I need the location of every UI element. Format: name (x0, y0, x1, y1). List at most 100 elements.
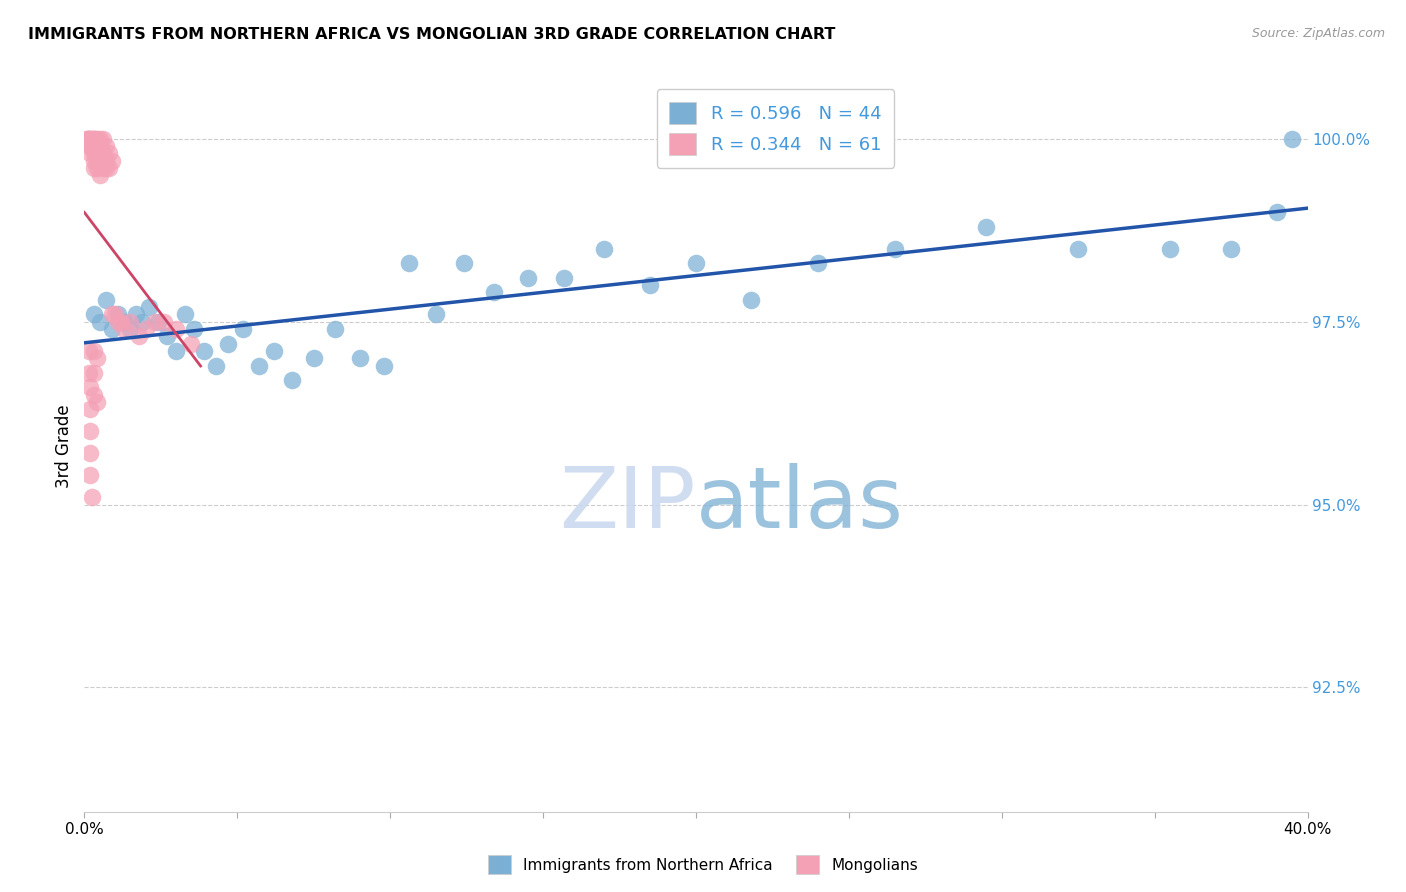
Point (101, 307, 124, 321)
Point (97, 161, 120, 175)
Point (76, 132, 98, 146)
Point (94, 161, 117, 175)
Point (1281, 132, 1303, 146)
Point (101, 322, 124, 336)
Point (84, 132, 107, 146)
Point (79, 132, 101, 146)
Point (83, 146, 105, 161)
Point (138, 300, 160, 314)
Point (553, 270, 575, 285)
Point (153, 315, 176, 329)
Point (77, 366, 100, 380)
Point (638, 278, 661, 293)
Point (247, 359, 270, 373)
Point (79, 446, 101, 460)
Point (89, 132, 111, 146)
Point (80, 132, 103, 146)
Point (807, 256, 830, 270)
Point (91, 161, 114, 175)
Point (1220, 242, 1243, 256)
Point (425, 307, 447, 321)
Point (112, 315, 135, 329)
Point (131, 315, 153, 329)
Text: Source: ZipAtlas.com: Source: ZipAtlas.com (1251, 27, 1385, 40)
Point (77, 343, 100, 358)
Point (86, 132, 108, 146)
Point (91, 146, 114, 161)
Point (79, 402, 101, 417)
Point (263, 343, 285, 358)
Point (107, 307, 129, 321)
Point (89, 315, 111, 329)
Point (1159, 242, 1181, 256)
Point (156, 329, 179, 343)
Point (110, 315, 132, 329)
Point (79, 139, 101, 153)
Point (302, 351, 325, 366)
Point (86, 146, 108, 161)
Point (83, 366, 105, 380)
Text: IMMIGRANTS FROM NORTHERN AFRICA VS MONGOLIAN 3RD GRADE CORRELATION CHART: IMMIGRANTS FROM NORTHERN AFRICA VS MONGO… (28, 27, 835, 42)
Point (281, 373, 304, 387)
Point (232, 322, 254, 336)
Point (83, 388, 105, 402)
Point (120, 322, 142, 336)
Point (76, 132, 98, 146)
Point (77, 132, 100, 146)
Point (86, 139, 108, 153)
Point (94, 139, 117, 153)
Point (79, 468, 101, 483)
Legend: R = 0.596   N = 44, R = 0.344   N = 61: R = 0.596 N = 44, R = 0.344 N = 61 (657, 89, 894, 168)
Point (183, 322, 205, 336)
Point (143, 315, 166, 329)
Point (107, 315, 129, 329)
Point (165, 343, 187, 358)
Point (86, 153, 108, 168)
Point (86, 161, 108, 175)
Point (77, 132, 100, 146)
Point (83, 307, 105, 321)
Point (1067, 242, 1090, 256)
Point (516, 270, 538, 285)
Point (83, 161, 105, 175)
Point (453, 256, 475, 270)
Point (482, 285, 505, 300)
Point (883, 242, 905, 256)
Point (83, 139, 105, 153)
Point (593, 242, 616, 256)
Point (104, 307, 127, 321)
Point (89, 153, 111, 168)
Point (86, 351, 108, 366)
Point (165, 322, 187, 336)
Point (685, 256, 707, 270)
Point (349, 351, 371, 366)
Y-axis label: 3rd Grade: 3rd Grade (55, 404, 73, 488)
Point (180, 336, 202, 351)
Point (193, 343, 215, 358)
Point (740, 293, 762, 307)
Point (94, 293, 117, 307)
Point (101, 153, 124, 168)
Point (217, 336, 239, 351)
Text: atlas: atlas (696, 463, 904, 546)
Point (79, 146, 101, 161)
Point (94, 153, 117, 168)
Point (79, 132, 101, 146)
Legend: Immigrants from Northern Africa, Mongolians: Immigrants from Northern Africa, Mongoli… (482, 849, 924, 880)
Point (89, 169, 111, 183)
Point (83, 132, 105, 146)
Point (135, 322, 157, 336)
Point (83, 343, 105, 358)
Point (323, 322, 346, 336)
Point (79, 380, 101, 394)
Point (83, 153, 105, 168)
Point (125, 307, 148, 321)
Point (80, 139, 103, 153)
Point (112, 322, 135, 336)
Point (79, 425, 101, 439)
Point (91, 132, 114, 146)
Point (120, 315, 142, 329)
Point (976, 219, 998, 234)
Point (398, 256, 420, 270)
Point (1265, 205, 1288, 219)
